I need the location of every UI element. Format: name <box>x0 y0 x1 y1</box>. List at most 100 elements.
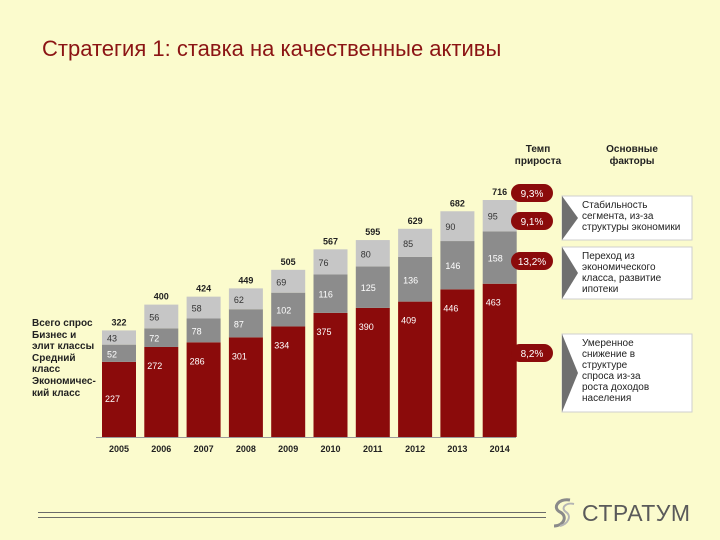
label-business-2009: 69 <box>276 277 286 287</box>
bar-business-2006 <box>144 304 179 329</box>
footer-divider-top <box>38 512 546 513</box>
growth-value-0: 9,3% <box>521 189 544 200</box>
label-economy-2011: 390 <box>359 322 374 332</box>
growth-badge-3 <box>511 344 553 362</box>
growth-value-2: 13,2% <box>518 257 546 268</box>
bar-business-2007 <box>186 296 221 319</box>
legend-middle-1: Средний <box>32 353 76 364</box>
bar-middle-2007 <box>186 318 221 343</box>
label-total-2008: 449 <box>238 275 253 285</box>
bar-economy-2006 <box>144 346 179 437</box>
category-label-2008: 2008 <box>236 444 256 454</box>
legend-economy-2: кий класс <box>32 388 81 399</box>
label-total-2010: 567 <box>323 236 338 246</box>
bar-middle-2005 <box>102 344 136 362</box>
factor-text-1-3: ипотеки <box>582 284 618 295</box>
bar-economy-2005 <box>102 361 136 437</box>
label-business-2006: 56 <box>149 313 159 323</box>
bar-middle-2014 <box>482 231 517 284</box>
factor-box-2 <box>561 333 693 413</box>
bar-business-2011 <box>355 240 390 267</box>
label-middle-2005: 52 <box>107 349 117 359</box>
factors-header-2: факторы <box>610 155 655 167</box>
factor-text-2-2: структуре <box>582 360 628 371</box>
category-label-2011: 2011 <box>363 444 383 454</box>
factor-text-2-1: снижение в <box>582 349 635 360</box>
bar-business-2010 <box>313 249 348 275</box>
label-economy-2012: 409 <box>401 316 416 326</box>
growth-value-3: 8,2% <box>521 349 544 360</box>
bar-middle-2006 <box>144 328 179 347</box>
label-business-2011: 80 <box>361 249 371 259</box>
label-total-2014: 716 <box>492 187 507 197</box>
label-business-2007: 58 <box>192 304 202 314</box>
label-economy-2005: 227 <box>105 394 120 404</box>
growth-header-1: Темп <box>526 144 550 155</box>
logo: СТРАТУМ <box>548 496 691 530</box>
bar-economy-2011 <box>355 307 390 437</box>
factor-text-1-2: класса, развитие <box>582 273 662 284</box>
growth-badge-0 <box>511 184 553 202</box>
factor-box-1 <box>561 246 693 300</box>
growth-badge-2 <box>511 252 553 270</box>
label-business-2005: 43 <box>107 334 117 344</box>
factor-text-2-3: спроса из-за <box>582 371 641 382</box>
bar-economy-2012 <box>398 301 433 437</box>
label-business-2008: 62 <box>234 295 244 305</box>
label-middle-2011: 125 <box>361 283 376 293</box>
label-economy-2010: 375 <box>317 327 332 337</box>
label-middle-2010: 116 <box>319 290 333 300</box>
legend-business-2: элит классы <box>32 341 94 352</box>
bar-business-2012 <box>398 228 433 257</box>
category-label-2009: 2009 <box>278 444 298 454</box>
label-economy-2009: 334 <box>274 340 289 350</box>
factor-text-0-2: структуры экономики <box>582 222 680 233</box>
bar-middle-2012 <box>398 256 433 302</box>
factor-text-0-1: сегмента, из-за <box>582 211 654 222</box>
bar-business-2008 <box>228 288 263 310</box>
bar-business-2009 <box>271 269 306 293</box>
factor-text-1-1: экономического <box>582 262 656 273</box>
factor-text-2-5: населения <box>582 393 631 404</box>
bar-middle-2011 <box>355 266 390 308</box>
label-middle-2014: 158 <box>488 254 503 264</box>
legend-business-1: Бизнес и <box>32 330 76 341</box>
label-middle-2012: 136 <box>403 275 418 285</box>
legend-total: Всего спрос <box>32 318 93 329</box>
factors-header-1: Основные <box>606 144 658 155</box>
category-label-2010: 2010 <box>320 444 340 454</box>
bar-economy-2009 <box>271 326 306 437</box>
growth-value-1: 9,1% <box>521 217 544 228</box>
label-middle-2006: 72 <box>149 334 159 344</box>
bar-economy-2008 <box>228 337 263 437</box>
page-title: Стратегия 1: ставка на качественные акти… <box>42 36 502 61</box>
label-economy-2008: 301 <box>232 351 247 361</box>
bar-economy-2010 <box>313 312 348 437</box>
category-label-2013: 2013 <box>447 444 467 454</box>
label-total-2011: 595 <box>365 227 380 237</box>
bar-middle-2009 <box>271 292 306 327</box>
growth-header-2: прироста <box>515 156 562 167</box>
bar-business-2014 <box>482 200 517 232</box>
category-label-2012: 2012 <box>405 444 425 454</box>
label-middle-2013: 146 <box>445 261 460 271</box>
bar-middle-2013 <box>440 241 475 290</box>
category-label-2014: 2014 <box>490 444 510 454</box>
growth-badge-1 <box>511 212 553 230</box>
stratum-logo-icon <box>553 498 575 528</box>
bar-business-2005 <box>102 330 136 345</box>
label-total-2005: 322 <box>111 317 126 327</box>
bar-middle-2008 <box>228 309 263 338</box>
bar-middle-2010 <box>313 274 348 313</box>
bar-economy-2007 <box>186 342 221 437</box>
factor-text-1-0: Переход из <box>582 251 635 262</box>
category-label-2007: 2007 <box>194 444 214 454</box>
label-total-2012: 629 <box>408 216 423 226</box>
category-label-2006: 2006 <box>151 444 171 454</box>
label-economy-2014: 463 <box>486 298 501 308</box>
label-business-2013: 90 <box>445 222 455 232</box>
factor-text-2-4: роста доходов <box>582 382 649 393</box>
footer-divider-bottom <box>38 517 546 518</box>
factor-text-0-0: Стабильность <box>582 199 647 211</box>
bar-business-2013 <box>440 211 475 242</box>
